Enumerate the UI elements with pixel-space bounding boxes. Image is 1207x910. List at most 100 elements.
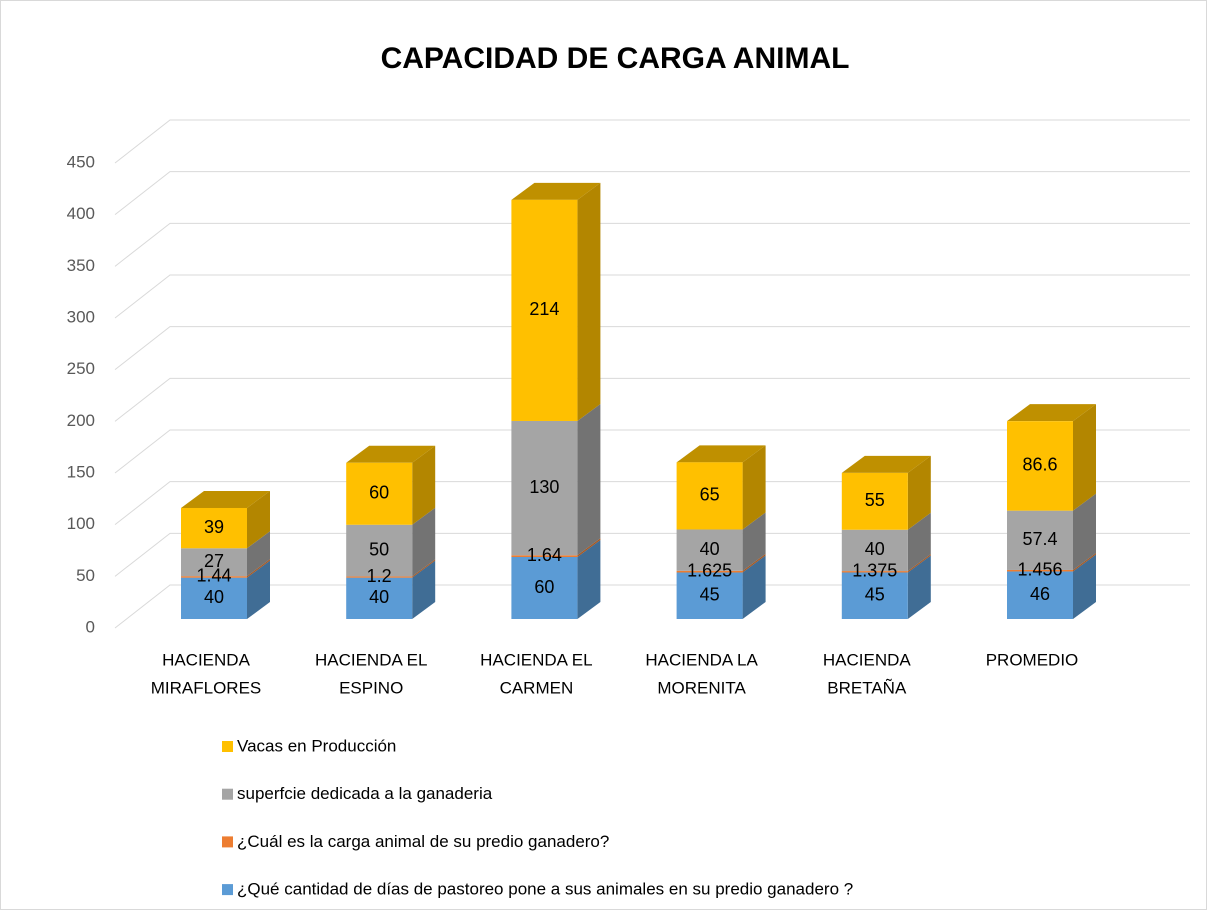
bar-front xyxy=(511,557,578,619)
y-tick-label: 300 xyxy=(67,307,95,326)
bar-side xyxy=(412,560,436,619)
bar-front xyxy=(841,472,908,530)
data-label: 45 xyxy=(865,585,885,605)
legend-label: ¿Qué cantidad de días de pastoreo pone a… xyxy=(237,880,853,899)
bar-top xyxy=(181,490,270,508)
bar-segment xyxy=(1007,552,1096,572)
y-tick-label: 100 xyxy=(67,514,95,533)
bar-segment xyxy=(676,445,766,530)
grid-line xyxy=(114,429,1190,474)
bar-front xyxy=(181,507,247,549)
bar-front xyxy=(676,462,743,530)
bar-side xyxy=(412,559,436,578)
bar-front xyxy=(676,529,743,571)
bar-segment xyxy=(1007,554,1096,619)
bar-segment xyxy=(511,182,601,421)
data-label: 46 xyxy=(1030,584,1050,604)
bar-front xyxy=(511,199,578,421)
bar-side xyxy=(412,507,436,577)
grid-line xyxy=(114,171,1190,216)
bar-front xyxy=(676,570,743,573)
grid-line xyxy=(114,377,1190,422)
legend-label: superfcie dedicada a la ganaderia xyxy=(237,784,493,803)
bar-front xyxy=(511,420,578,556)
bar-side xyxy=(412,445,436,525)
bar-side xyxy=(1073,493,1096,570)
bar-side xyxy=(1073,554,1096,619)
bar-segment xyxy=(841,455,931,530)
bar-segment xyxy=(676,512,766,571)
bar-segment xyxy=(511,403,601,556)
bar-front xyxy=(181,577,247,619)
bar-side xyxy=(247,531,270,577)
data-label: 1.375 xyxy=(852,561,897,581)
bar-side xyxy=(577,538,601,557)
bar-side xyxy=(1073,552,1096,572)
bar-front xyxy=(841,529,908,572)
data-label: 50 xyxy=(369,539,389,559)
data-label: 55 xyxy=(865,490,885,510)
chart-title: CAPACIDAD DE CARGA ANIMAL xyxy=(381,42,850,75)
bar-side xyxy=(742,512,766,571)
legend-label: ¿Cuál es la carga animal de su predio ga… xyxy=(237,832,609,851)
bar-top xyxy=(1007,404,1096,422)
bar-front xyxy=(346,524,413,577)
bar-top xyxy=(346,445,436,463)
bar-segment xyxy=(181,531,270,577)
data-label: 57.4 xyxy=(1022,529,1057,549)
x-tick-label: BRETAÑA xyxy=(827,678,907,697)
bar-side xyxy=(907,554,931,573)
x-tick-label: HACIENDA xyxy=(823,650,912,669)
bar-side xyxy=(742,555,766,619)
bar-segment xyxy=(511,538,601,557)
y-tick-label: 350 xyxy=(67,256,95,275)
data-label: 1.44 xyxy=(196,566,231,586)
bar-top xyxy=(841,455,931,473)
bar-top xyxy=(511,182,601,200)
x-tick-label: ESPINO xyxy=(339,678,403,697)
bar-side xyxy=(247,560,270,619)
bar-side xyxy=(247,490,270,549)
bar-segment xyxy=(841,555,931,619)
bar-segment xyxy=(841,554,931,573)
bar-segment xyxy=(841,512,931,572)
data-label: 40 xyxy=(700,539,720,559)
bar-front xyxy=(1007,571,1073,619)
x-tick-label: PROMEDIO xyxy=(986,650,1079,669)
x-tick-label: HACIENDA LA xyxy=(645,650,758,669)
grid-line xyxy=(114,326,1190,371)
data-label: 45 xyxy=(700,585,720,605)
bar-segment xyxy=(346,445,436,525)
data-label: 214 xyxy=(529,299,559,319)
y-tick-label: 400 xyxy=(67,204,95,223)
bar-front xyxy=(841,571,908,573)
bar-segment xyxy=(1007,493,1096,570)
y-tick-label: 450 xyxy=(67,152,95,171)
bar-segment xyxy=(181,560,270,619)
bar-side xyxy=(907,512,931,572)
data-label: 40 xyxy=(865,539,885,559)
bar-segment xyxy=(1007,404,1096,511)
bar-front xyxy=(346,576,413,578)
bar-segment xyxy=(676,555,766,619)
data-label: 40 xyxy=(204,587,224,607)
data-label: 1.625 xyxy=(687,560,732,580)
bar-front xyxy=(511,555,578,557)
bar-side xyxy=(907,455,931,530)
y-tick-label: 50 xyxy=(76,566,95,585)
y-tick-label: 150 xyxy=(67,462,95,481)
bar-segment xyxy=(346,559,436,578)
bar-front xyxy=(346,462,413,525)
bar-segment xyxy=(181,490,270,549)
bar-side xyxy=(907,555,931,619)
bar-front xyxy=(841,572,908,619)
data-label: 130 xyxy=(529,477,559,497)
bar-segment xyxy=(676,553,766,573)
grid-line xyxy=(114,222,1190,267)
bar-side xyxy=(1073,404,1096,511)
data-label: 86.6 xyxy=(1022,455,1057,475)
bar-front xyxy=(346,577,413,619)
legend-swatch xyxy=(222,836,233,848)
